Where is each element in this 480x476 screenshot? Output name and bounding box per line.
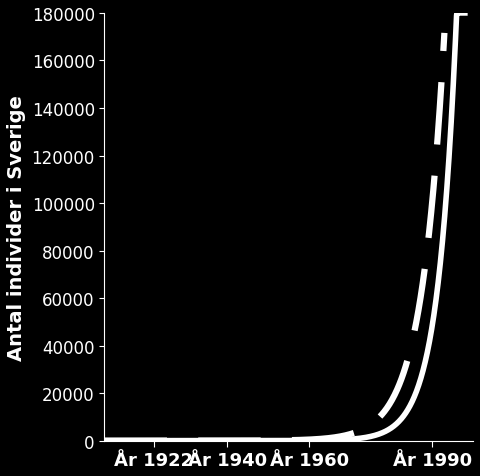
Y-axis label: Antal individer i Sverige: Antal individer i Sverige: [7, 95, 26, 360]
